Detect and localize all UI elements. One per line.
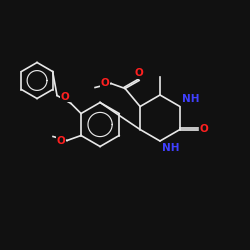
Text: NH: NH — [162, 143, 180, 153]
Text: O: O — [60, 92, 69, 102]
Text: O: O — [100, 78, 109, 88]
Text: O: O — [200, 124, 209, 134]
Text: O: O — [56, 136, 65, 145]
Text: O: O — [135, 68, 143, 78]
Text: NH: NH — [182, 94, 200, 104]
